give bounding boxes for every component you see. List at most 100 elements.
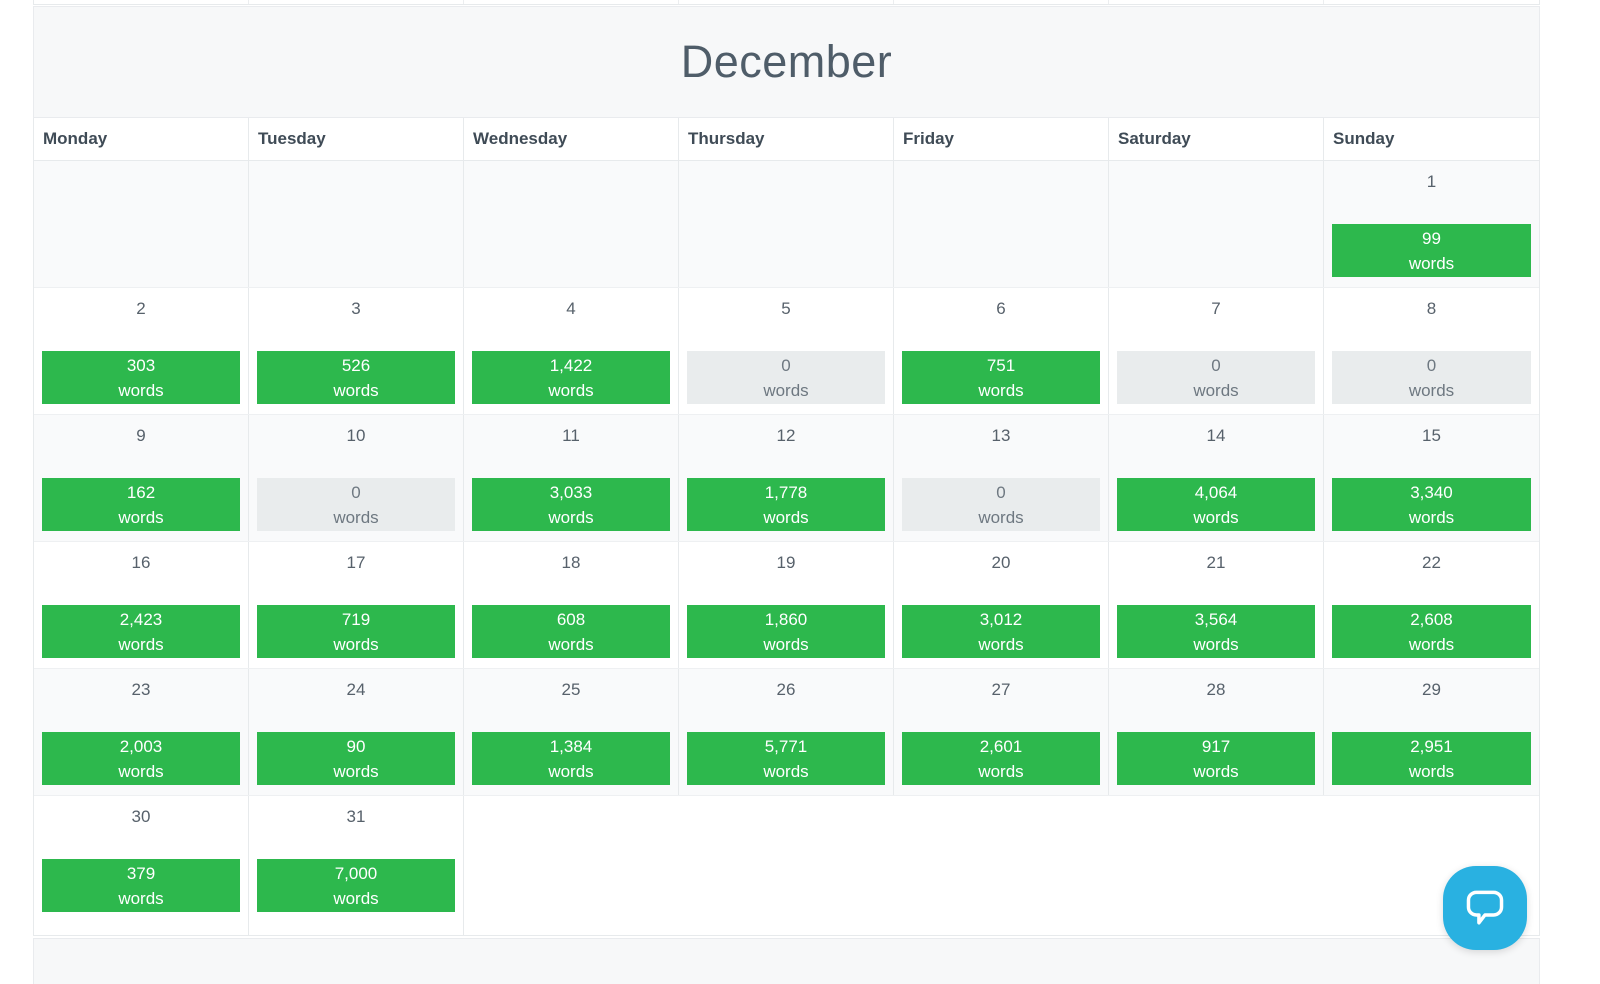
words-label: words [1408,634,1455,654]
calendar-day-cell: 7 0 words [1109,288,1324,414]
word-count-badge[interactable]: 0 words [257,478,455,531]
word-count-badge[interactable]: 3,564 words [1117,605,1315,658]
calendar-day-cell: 13 0 words [894,415,1109,541]
day-number: 2 [136,299,146,318]
day-number: 14 [1206,426,1226,445]
words-label: words [333,634,379,654]
empty-day-cell [249,161,464,287]
word-count-value: 7,000 [334,863,378,883]
word-count-badge[interactable]: 2,601 words [902,732,1100,785]
word-count-badge[interactable]: 1,422 words [472,351,670,404]
day-number: 15 [1422,426,1441,445]
calendar-week-row: 23 2,003 words 24 90 words 25 1,384 words 26 5,771… [34,669,1539,796]
weekday-header-friday: Friday [894,118,1109,160]
calendar-day-cell: 5 0 words [679,288,894,414]
word-count-badge[interactable]: 4,064 words [1117,478,1315,531]
calendar-day-cell: 4 1,422 words [464,288,679,414]
calendar-day-cell: 3 526 words [249,288,464,414]
calendar-grid: 1 99 words 2 303 words 3 526 words 4 1,422 words 5 0 w… [34,161,1539,935]
word-count-badge[interactable]: 1,860 words [687,605,885,658]
day-number: 13 [991,426,1011,445]
word-count-value: 917 [1201,736,1231,756]
word-count-value: 2,601 [979,736,1023,756]
calendar-table: Monday Tuesday Wednesday Thursday Friday… [33,118,1540,936]
word-count-value: 1,422 [549,355,593,375]
word-count-badge[interactable]: 1,778 words [687,478,885,531]
calendar-day-cell: 9 162 words [34,415,249,541]
word-count-badge[interactable]: 99 words [1332,224,1531,277]
word-count-badge[interactable]: 719 words [257,605,455,658]
word-count-value: 3,033 [549,482,593,502]
word-count-badge[interactable]: 3,340 words [1332,478,1531,531]
word-count-badge[interactable]: 303 words [42,351,240,404]
words-label: words [118,634,164,654]
calendar-day-cell: 24 90 words [249,669,464,795]
word-count-badge[interactable]: 7,000 words [257,859,455,912]
word-count-badge[interactable]: 2,423 words [42,605,240,658]
word-count-value: 719 [341,609,371,629]
calendar-day-cell: 20 3,012 words [894,542,1109,668]
calendar-day-cell: 30 379 words [34,796,249,935]
day-number: 21 [1206,553,1226,572]
word-count-badge[interactable]: 0 words [1332,351,1531,404]
calendar-week-row: 16 2,423 words 17 719 words 18 608 words 19 1,860 w… [34,542,1539,669]
word-count-value: 0 [1426,355,1437,375]
weekday-header-tuesday: Tuesday [249,118,464,160]
word-count-badge[interactable]: 526 words [257,351,455,404]
word-count-badge[interactable]: 3,033 words [472,478,670,531]
weekday-header-monday: Monday [34,118,249,160]
word-count-badge[interactable]: 90 words [257,732,455,785]
word-count-value: 303 [126,355,156,375]
day-number: 5 [781,299,791,318]
word-count-badge[interactable]: 0 words [687,351,885,404]
word-count-value: 1,778 [764,482,808,502]
day-number: 28 [1206,680,1226,699]
words-label: words [548,761,594,781]
day-number: 9 [136,426,146,445]
calendar-day-cell: 17 719 words [249,542,464,668]
calendar-day-cell: 28 917 words [1109,669,1324,795]
word-count-badge[interactable]: 2,951 words [1332,732,1531,785]
word-count-badge[interactable]: 751 words [902,351,1100,404]
word-count-value: 0 [351,482,361,502]
word-count-badge[interactable]: 2,003 words [42,732,240,785]
words-label: words [1408,507,1455,527]
day-number: 10 [346,426,366,445]
day-number: 31 [346,807,366,826]
word-count-badge[interactable]: 0 words [902,478,1100,531]
day-number: 18 [561,553,581,572]
word-count-value: 0 [996,482,1006,502]
calendar-day-cell: 18 608 words [464,542,679,668]
word-count-badge[interactable]: 379 words [42,859,240,912]
word-count-value: 751 [986,355,1016,375]
day-number: 11 [562,426,580,445]
word-count-value: 162 [126,482,156,502]
word-count-badge[interactable]: 162 words [42,478,240,531]
word-count-badge[interactable]: 3,012 words [902,605,1100,658]
calendar-day-cell: 21 3,564 words [1109,542,1324,668]
calendar-day-cell: 19 1,860 words [679,542,894,668]
day-number: 4 [566,299,576,318]
calendar-day-cell: 15 3,340 words [1324,415,1539,541]
words-label: words [1408,380,1455,400]
word-count-badge[interactable]: 608 words [472,605,670,658]
day-number: 19 [776,553,796,572]
calendar-day-cell: 8 0 words [1324,288,1539,414]
word-count-value: 1,384 [549,736,593,756]
word-count-value: 0 [1211,355,1221,375]
words-label: words [1408,253,1455,273]
word-count-badge[interactable]: 0 words [1117,351,1315,404]
day-number: 6 [996,299,1006,318]
word-count-badge[interactable]: 5,771 words [687,732,885,785]
word-count-badge[interactable]: 917 words [1117,732,1315,785]
day-number: 29 [1422,680,1441,699]
calendar-day-cell: 2 303 words [34,288,249,414]
empty-day-cell [679,796,894,935]
word-count-badge[interactable]: 1,384 words [472,732,670,785]
word-count-badge[interactable]: 2,608 words [1332,605,1531,658]
empty-day-cell [464,796,679,935]
chat-launcher-button[interactable] [1443,866,1527,950]
words-label: words [333,507,379,527]
weekday-header-saturday: Saturday [1109,118,1324,160]
calendar-day-cell: 1 99 words [1324,161,1539,287]
